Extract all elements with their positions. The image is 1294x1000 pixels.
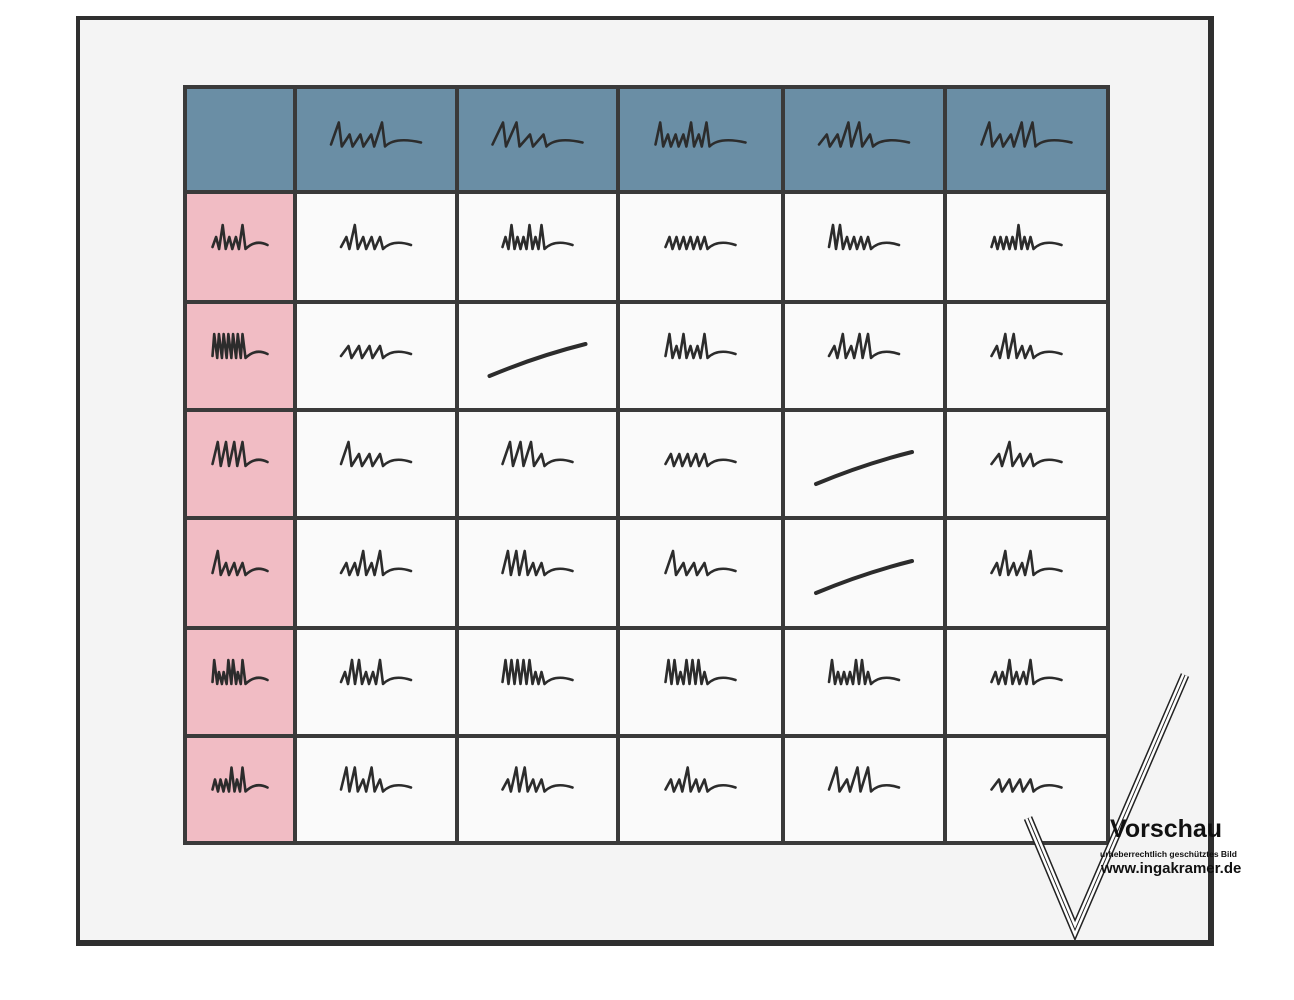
header-cell [781,85,947,194]
watermark-url: www.ingakramer.de [1101,860,1242,877]
scribble-text-mark [990,778,1063,793]
scribble-text-mark [990,658,1063,686]
scribble-text-mark [211,440,269,468]
scribble-text-mark [980,121,1073,148]
scribble-text-mark [501,223,574,251]
pen-stroke-mark [814,559,914,595]
pen-stroke-mark [487,342,588,378]
scribble-text-mark [664,658,737,686]
scribble-text-mark [339,344,413,360]
scribble-text-mark [491,121,584,148]
scribble-text-mark [211,766,269,793]
header-cell [183,85,297,194]
scribble-text-mark [339,223,413,251]
scribble-text-mark [664,549,737,577]
scribble-text-mark [664,766,737,793]
scribble-text-mark [501,440,574,468]
table-cell [293,408,459,520]
scribble-text-mark [501,549,574,577]
scribble-text-mark [990,549,1063,577]
scribble-text-mark [664,452,737,468]
scribble-text-mark [211,223,269,251]
scribble-text-mark [211,549,269,577]
table-cell [455,408,620,520]
scribble-text-mark [990,332,1063,360]
scribble-text-mark [339,440,413,468]
scribble-text-mark [827,223,901,251]
scribble-text-mark [817,121,911,148]
scribble-text-mark [827,332,901,360]
scribble-text-mark [990,440,1063,468]
watermark-title: Vorschau [1110,815,1223,843]
scribble-text-mark [339,658,413,686]
row-header-cell [183,516,297,630]
scribble-text-mark [501,766,574,793]
watermark-subtitle: urheberrechtlich geschütztes Bild [1100,849,1237,859]
scribble-text-mark [827,658,901,686]
scribble-text-mark [654,121,747,148]
scribble-text-mark [329,121,423,148]
table-cell [293,300,459,412]
scribble-text-mark [827,766,901,793]
scribble-text-mark [664,332,737,360]
scribble-text-mark [501,658,574,686]
scribble-text-mark [990,223,1063,251]
table-cell [781,734,947,845]
scribble-text-mark [211,658,269,686]
table-cell [943,408,1110,520]
scribble-text-mark [211,332,269,360]
pen-stroke-mark [814,450,914,486]
scribble-text-mark [664,235,737,251]
table-cell [616,516,785,630]
scribble-text-mark [339,549,413,577]
scribble-text-mark [339,766,413,793]
row-header-cell [183,408,297,520]
pencil-checkmark-icon [1023,673,1190,940]
